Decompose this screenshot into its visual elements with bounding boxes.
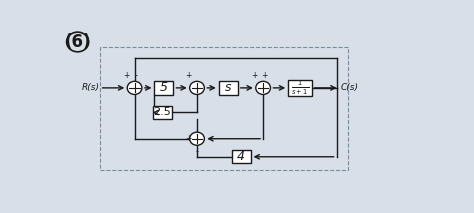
Bar — [153, 106, 172, 119]
Text: -: - — [134, 71, 137, 80]
Text: 5: 5 — [160, 81, 168, 94]
Text: R(s): R(s) — [82, 83, 100, 92]
Text: C(s): C(s) — [341, 83, 359, 92]
Text: +: + — [261, 71, 267, 80]
Circle shape — [127, 81, 142, 94]
Circle shape — [190, 132, 204, 145]
Text: s: s — [225, 81, 231, 94]
Circle shape — [256, 81, 271, 94]
Text: +: + — [185, 134, 191, 143]
Text: +: + — [185, 71, 191, 80]
Text: (6): (6) — [64, 33, 91, 51]
Bar — [231, 150, 251, 163]
Circle shape — [190, 81, 204, 94]
Text: +: + — [124, 71, 130, 80]
Text: $\frac{1}{s+1}$: $\frac{1}{s+1}$ — [291, 79, 309, 97]
Bar — [288, 80, 311, 96]
Bar — [100, 47, 347, 170]
Bar — [155, 81, 173, 95]
Text: 4: 4 — [237, 150, 245, 163]
Bar — [219, 81, 238, 95]
Text: 2.5: 2.5 — [153, 108, 171, 118]
Text: +: + — [251, 71, 257, 80]
Text: -: - — [195, 147, 199, 156]
